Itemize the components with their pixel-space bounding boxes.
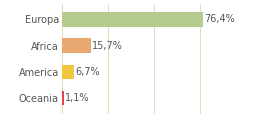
Bar xyxy=(62,65,74,79)
Text: 1,1%: 1,1% xyxy=(65,93,90,103)
Text: 15,7%: 15,7% xyxy=(92,41,123,51)
Bar xyxy=(62,12,203,27)
Text: 6,7%: 6,7% xyxy=(76,67,100,77)
Bar xyxy=(62,91,64,105)
Bar xyxy=(62,38,91,53)
Text: 76,4%: 76,4% xyxy=(204,14,235,24)
